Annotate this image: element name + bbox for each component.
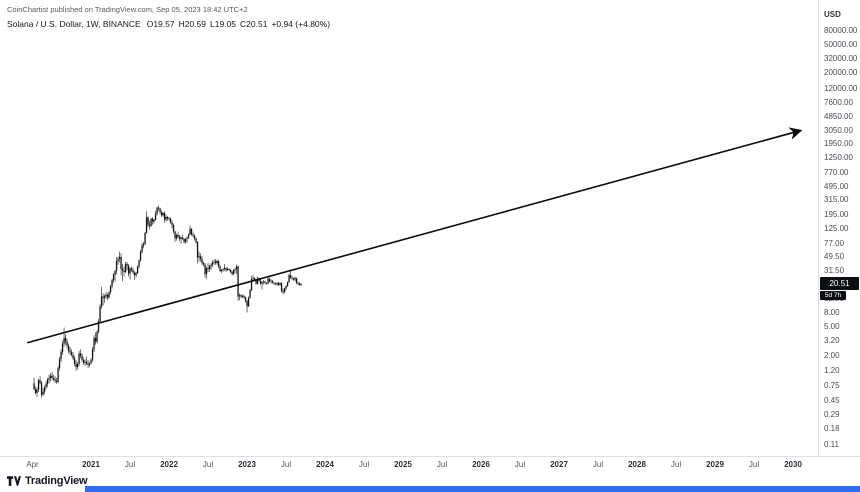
price-tick-label: 31.50 bbox=[824, 266, 845, 275]
bottom-blue-strip bbox=[85, 486, 860, 492]
price-tick-label: 315.00 bbox=[824, 195, 849, 205]
price-tick-label: 50000.00 bbox=[824, 39, 858, 49]
time-tick-label: 2028 bbox=[628, 460, 646, 469]
symbol-title[interactable]: Solana / U.S. Dollar, 1W, BINANCE bbox=[7, 19, 141, 29]
price-tick-label: 125.00 bbox=[824, 223, 849, 233]
time-tick-label: 2025 bbox=[394, 460, 412, 469]
tradingview-logo-text: TradingView bbox=[25, 475, 88, 487]
time-tick-label: 2024 bbox=[316, 460, 334, 469]
time-tick-label: Jul bbox=[358, 460, 370, 469]
price-axis-unit: USD bbox=[824, 10, 841, 19]
symbol-legend[interactable]: Solana / U.S. Dollar, 1W, BINANCE O19.57 H… bbox=[7, 19, 334, 29]
price-tick-label: 5.00 bbox=[824, 322, 840, 332]
time-tick-label: Jul bbox=[670, 460, 682, 469]
ohlc-close: C20.51 bbox=[240, 19, 268, 29]
time-tick-label: 2027 bbox=[550, 460, 568, 469]
ohlc-low: L19.05 bbox=[210, 19, 237, 29]
candlestick-series bbox=[33, 205, 302, 398]
price-tick-label: 0.45 bbox=[824, 396, 840, 406]
tradingview-logo[interactable]: TradingView bbox=[7, 475, 88, 487]
trendline-arrow[interactable] bbox=[26, 127, 803, 344]
time-tick-label: Jul bbox=[592, 460, 604, 469]
price-tick-label: 0.18 bbox=[824, 424, 840, 434]
tradingview-logo-icon bbox=[7, 476, 21, 486]
price-tick-label: 4850.00 bbox=[824, 111, 853, 121]
price-tick-label: 1250.00 bbox=[824, 153, 853, 163]
price-tick-label: 2.00 bbox=[824, 350, 840, 360]
time-tick-label: Jul bbox=[124, 460, 136, 469]
price-tick-label: 12000.00 bbox=[824, 83, 858, 93]
time-tick-label: Apr bbox=[26, 460, 39, 469]
price-tick-label: 0.29 bbox=[824, 409, 840, 419]
publish-attribution: CoinChartist published on TradingView.co… bbox=[7, 5, 248, 14]
price-tick-label: 32000.00 bbox=[824, 53, 858, 63]
price-tick-label: 20000.00 bbox=[824, 68, 858, 77]
price-tick-label: 0.11 bbox=[824, 439, 839, 449]
time-tick-label: 2022 bbox=[160, 460, 178, 469]
chart-plot-area[interactable] bbox=[0, 0, 818, 455]
time-tick-label: 2026 bbox=[472, 460, 490, 469]
time-tick-label: 2021 bbox=[82, 460, 100, 469]
time-tick-label: Jul bbox=[436, 460, 448, 469]
candlestick-canvas[interactable] bbox=[0, 0, 818, 455]
price-tick-label: 80000.00 bbox=[824, 25, 858, 35]
price-tick-label: 77.00 bbox=[824, 238, 845, 248]
time-tick-label: Jul bbox=[202, 460, 214, 469]
time-axis[interactable]: Apr 2021 Jul 2022 Jul 2023 Jul 2024 Jul 2025 Jul 20… bbox=[0, 456, 860, 473]
time-tick-label: 2029 bbox=[706, 460, 724, 469]
footer-bar: TradingView bbox=[0, 472, 860, 492]
price-tick-label: 8.00 bbox=[824, 308, 840, 317]
ohlc-open: O19.57 bbox=[146, 19, 175, 29]
price-tick-label: 3.20 bbox=[824, 336, 840, 346]
price-tick-label: 770.00 bbox=[824, 167, 849, 177]
price-axis[interactable]: USD 20.51 5d 7h 80000.00 50000.00 32000.00… bbox=[818, 0, 860, 456]
ohlc-high: H20.59 bbox=[178, 19, 207, 29]
price-tick-label: 3050.00 bbox=[824, 125, 853, 135]
ohlc-change: +0.94 (+4.80%) bbox=[271, 19, 331, 29]
time-tick-label: 2023 bbox=[238, 460, 256, 469]
price-tick-label: 495.00 bbox=[824, 181, 849, 191]
price-tick-label: 0.75 bbox=[824, 380, 840, 390]
price-tick-label: 1.20 bbox=[824, 366, 840, 376]
countdown-badge: 5d 7h bbox=[820, 291, 846, 301]
price-tick-label: 195.00 bbox=[824, 210, 849, 220]
price-tick-label: 7600.00 bbox=[824, 97, 853, 107]
time-tick-label: 2030 bbox=[784, 460, 802, 469]
price-badge: 20.51 bbox=[820, 277, 859, 291]
price-tick-label: 1950.00 bbox=[824, 139, 853, 149]
time-tick-label: Jul bbox=[280, 460, 292, 469]
time-tick-label: Jul bbox=[748, 460, 760, 469]
price-tick-label: 49.50 bbox=[824, 252, 845, 262]
time-tick-label: Jul bbox=[514, 460, 526, 469]
